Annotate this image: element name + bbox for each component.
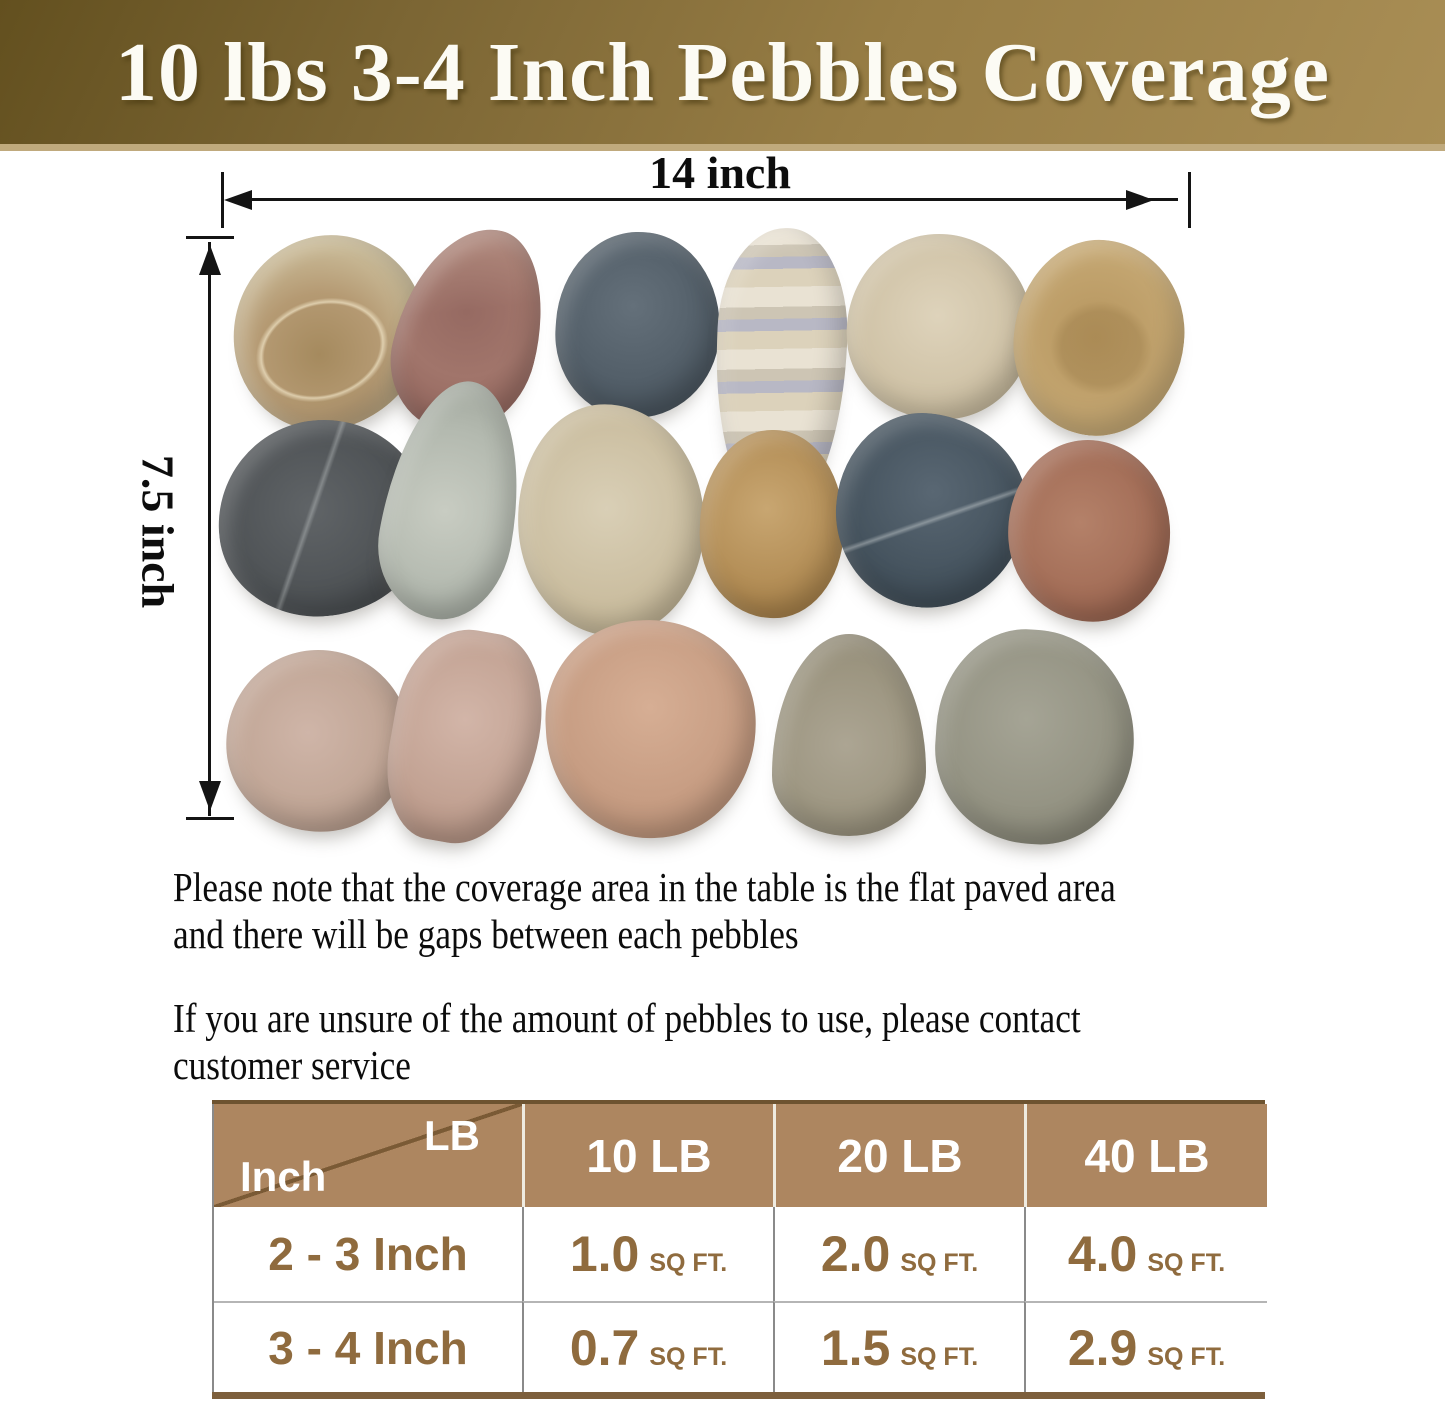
banner-title: 10 lbs 3-4 Inch Pebbles Coverage — [115, 25, 1330, 119]
note-coverage-line1: Please note that the coverage area in th… — [173, 864, 1116, 910]
pebble — [366, 370, 538, 630]
height-dimension-line — [208, 242, 211, 816]
coverage-value: 2.9 — [1067, 1319, 1138, 1376]
coverage-value: 1.5 — [820, 1319, 891, 1376]
pebbles-photo — [208, 211, 1194, 856]
table-cell: 0.7 SQ FT. — [522, 1301, 773, 1392]
note-coverage: Please note that the coverage area in th… — [173, 864, 1116, 958]
note-contact-line1: If you are unsure of the amount of pebbl… — [173, 995, 1081, 1041]
banner: 10 lbs 3-4 Inch Pebbles Coverage — [0, 0, 1445, 144]
row-label-3-4-inch: 3 - 4 Inch — [214, 1301, 522, 1392]
height-arrowhead-up-icon — [199, 245, 221, 275]
width-dimension-line — [240, 198, 1178, 201]
table-cell: 1.5 SQ FT. — [773, 1301, 1024, 1392]
coverage-unit: SQ FT. — [1147, 1342, 1226, 1371]
pebble — [549, 226, 727, 424]
pebble — [826, 404, 1036, 618]
column-header-40lb: 40 LB — [1024, 1104, 1267, 1207]
coverage-unit: SQ FT. — [900, 1342, 979, 1371]
pebble — [928, 623, 1142, 851]
coverage-value: 2.0 — [820, 1226, 891, 1282]
row-label-2-3-inch: 2 - 3 Inch — [214, 1207, 522, 1301]
corner-inch-label: Inch — [240, 1153, 327, 1200]
corner-lb-label: LB — [424, 1112, 480, 1159]
note-coverage-line2: and there will be gaps between each pebb… — [173, 911, 799, 957]
pebble — [510, 397, 712, 643]
table-cell: 2.9 SQ FT. — [1024, 1301, 1267, 1392]
banner-underline — [0, 144, 1445, 151]
table-cell: 1.0 SQ FT. — [522, 1207, 773, 1301]
coverage-unit: SQ FT. — [900, 1249, 979, 1277]
coverage-unit: SQ FT. — [1147, 1249, 1226, 1277]
pebble — [1004, 231, 1194, 445]
height-arrowhead-down-icon — [199, 781, 221, 811]
column-header-20lb: 20 LB — [773, 1104, 1024, 1207]
column-header-10lb: 10 LB — [522, 1104, 773, 1207]
width-dimension-left-tick — [221, 172, 224, 228]
coverage-table: LB Inch 10 LB 20 LB 40 LB 2 - 3 Inch 1.0… — [212, 1100, 1267, 1399]
pebble — [218, 642, 418, 840]
pebble — [540, 614, 762, 844]
table-cell: 2.0 SQ FT. — [773, 1207, 1024, 1301]
note-contact-line2: customer service — [173, 1042, 411, 1088]
height-dimension-top-tick — [186, 236, 234, 239]
note-contact: If you are unsure of the amount of pebbl… — [173, 995, 1081, 1089]
pebble — [1001, 434, 1177, 628]
table-cell: 4.0 SQ FT. — [1024, 1207, 1267, 1301]
pebble — [836, 224, 1042, 430]
height-dimension-label: 7.5 inch — [132, 454, 184, 609]
height-dimension-bottom-tick — [186, 817, 234, 820]
table-corner-cell: LB Inch — [214, 1104, 522, 1207]
pebble — [772, 634, 926, 836]
width-arrowhead-left-icon — [224, 190, 252, 210]
width-dimension-right-tick — [1188, 172, 1191, 228]
pebble — [374, 618, 556, 856]
width-dimension-label: 14 inch — [649, 147, 791, 198]
coverage-value: 1.0 — [569, 1226, 640, 1282]
width-arrowhead-right-icon — [1126, 190, 1154, 210]
coverage-unit: SQ FT. — [649, 1249, 728, 1277]
coverage-value: 0.7 — [569, 1319, 640, 1376]
coverage-unit: SQ FT. — [649, 1342, 728, 1371]
coverage-value: 4.0 — [1067, 1226, 1138, 1282]
